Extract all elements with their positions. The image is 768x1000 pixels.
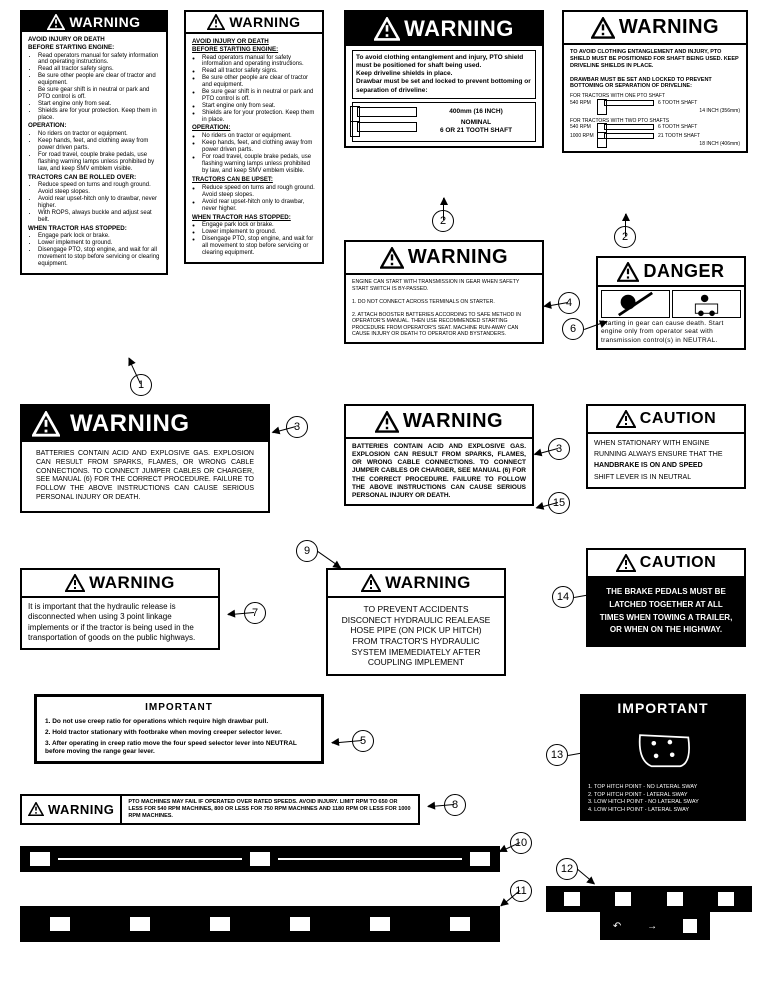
danger-label-6: DANGER Starting in gear can cause death.… [596, 256, 746, 350]
callout-arrow [317, 551, 341, 568]
warning-word: WARNING [89, 573, 175, 593]
warning-header: WARNING [328, 570, 504, 598]
decal-icon [250, 852, 270, 866]
warning-header: WARNING [564, 12, 746, 45]
decal-icon [210, 917, 230, 931]
warning-word: WARNING [385, 573, 471, 593]
callout-10: 10 [510, 832, 532, 854]
callout-1: 1 [130, 374, 152, 396]
label5-body: IMPORTANT 1. Do not use creep ratio for … [37, 697, 321, 761]
warning-word: WARNING [404, 16, 514, 42]
decal-icon [30, 852, 50, 866]
label14-body: THE BRAKE PEDALS MUST BE LATCHED TOGETHE… [588, 578, 744, 645]
callout-14: 14 [552, 586, 574, 608]
important-label-13: IMPORTANT 1. TOP HITCH POINT - NO LATERA… [580, 694, 746, 821]
hitch-diagram-icon [628, 726, 698, 772]
label7-body: It is important that the hydraulic relea… [22, 598, 218, 648]
warning-label-2a: WARNING To avoid clothing entanglement a… [344, 10, 544, 148]
callout-arrow [574, 593, 596, 598]
important-label-5: IMPORTANT 1. Do not use creep ratio for … [34, 694, 324, 764]
pto-diagram: 400mm (16 INCH) NOMINAL6 OR 21 TOOTH SHA… [352, 102, 536, 142]
callout-arrow [577, 869, 594, 884]
warning-header: WARNING [22, 12, 166, 32]
label9-body: TO PREVENT ACCIDENTS DISCONECT HYDRAULIC… [328, 598, 504, 674]
label2a-body: To avoid clothing entanglement and injur… [346, 46, 542, 146]
warning-header: WARNING [22, 406, 268, 442]
warning-label-3-left: WARNING BATTERIES CONTAIN ACID AND EXPLO… [20, 404, 270, 513]
warning-label-1b: WARNING AVOID INJURY OR DEATH BEFORE STA… [184, 10, 324, 264]
warning-header: WARNING [22, 570, 218, 598]
warning-label-8: WARNING PTO MACHINES MAY FAIL IF OPERATE… [20, 794, 420, 825]
warning-header: WARNING [186, 12, 322, 34]
caution-header: CAUTION [588, 550, 744, 578]
caution-header: CAUTION [588, 406, 744, 434]
warning-header: WARNING [346, 242, 542, 275]
warning-word: WARNING [619, 16, 719, 39]
callout-arrow [625, 214, 626, 236]
decal-icon [290, 917, 310, 931]
warning-label-3-right: WARNING BATTERIES CONTAIN ACID AND EXPLO… [344, 404, 534, 506]
decal-strip-12 [546, 886, 752, 912]
callout-13: 13 [546, 744, 568, 766]
decal-icon [370, 917, 390, 931]
decal-icon [564, 892, 580, 906]
callout-11: 11 [510, 880, 532, 902]
decal-icon [130, 917, 150, 931]
callout-arrow [568, 751, 590, 756]
warning-word: WARNING [70, 410, 190, 438]
decal-strip-11 [20, 906, 500, 942]
label15-body: WHEN STATIONARY WITH ENGINE RUNNING ALWA… [588, 434, 744, 487]
warning-header: WARNING [346, 406, 532, 439]
warning-label-9: WARNING TO PREVENT ACCIDENTS DISCONECT H… [326, 568, 506, 676]
label13-body: 1. TOP HITCH POINT - NO LATERAL SWAY 2. … [582, 780, 744, 819]
warning-header: WARNING [346, 12, 542, 46]
label4-body: ENGINE CAN START WITH TRANSMISSION IN GE… [346, 275, 542, 342]
important-header: IMPORTANT [582, 696, 744, 720]
danger-header: DANGER [598, 258, 744, 287]
warning-header: WARNING [22, 796, 122, 823]
decal-strip-12-lower: ↶ → [600, 912, 710, 940]
label6-body: Starting in gear can cause death. Start … [598, 287, 744, 348]
callout-12: 12 [556, 858, 578, 880]
label8-body: PTO MACHINES MAY FAIL IF OPERATED OVER R… [122, 796, 418, 823]
label1b-body: AVOID INJURY OR DEATH BEFORE STARTING EN… [186, 34, 322, 262]
warning-label-2b: WARNING TO AVOID CLOTHING ENTANGLEMENT A… [562, 10, 748, 153]
decal-icon [450, 917, 470, 931]
warning-word: WARNING [229, 14, 300, 30]
decal-strip-10 [20, 846, 500, 872]
caution-label-14: CAUTION THE BRAKE PEDALS MUST BE LATCHED… [586, 548, 746, 647]
decal-icon [470, 852, 490, 866]
warning-word: WARNING [69, 14, 140, 30]
warning-label-7: WARNING It is important that the hydraul… [20, 568, 220, 650]
label3r-body: BATTERIES CONTAIN ACID AND EXPLOSIVE GAS… [346, 439, 532, 504]
warning-word: WARNING [403, 410, 503, 433]
callout-9: 9 [296, 540, 318, 562]
label2b-body: TO AVOID CLOTHING ENTANGLEMENT AND INJUR… [564, 45, 746, 151]
caution-word: CAUTION [640, 554, 716, 572]
warning-word: WARNING [48, 802, 114, 817]
label1-body: AVOID INJURY OR DEATH BEFORE STARTING EN… [22, 32, 166, 273]
callout-arrow [443, 198, 444, 220]
decal-icon [667, 892, 683, 906]
caution-label-15: CAUTION WHEN STATIONARY WITH ENGINE RUNN… [586, 404, 746, 489]
danger-word: DANGER [643, 261, 724, 282]
warning-label-4: WARNING ENGINE CAN START WITH TRANSMISSI… [344, 240, 544, 344]
decal-icon [615, 892, 631, 906]
decal-icon [50, 917, 70, 931]
warning-label-1: WARNING AVOID INJURY OR DEATH BEFORE STA… [20, 10, 168, 275]
warning-word: WARNING [408, 246, 508, 269]
callout-6: 6 [562, 318, 584, 340]
caution-word: CAUTION [640, 410, 716, 428]
label3-body: BATTERIES CONTAIN ACID AND EXPLOSIVE GAS… [22, 442, 268, 511]
decal-icon [718, 892, 734, 906]
